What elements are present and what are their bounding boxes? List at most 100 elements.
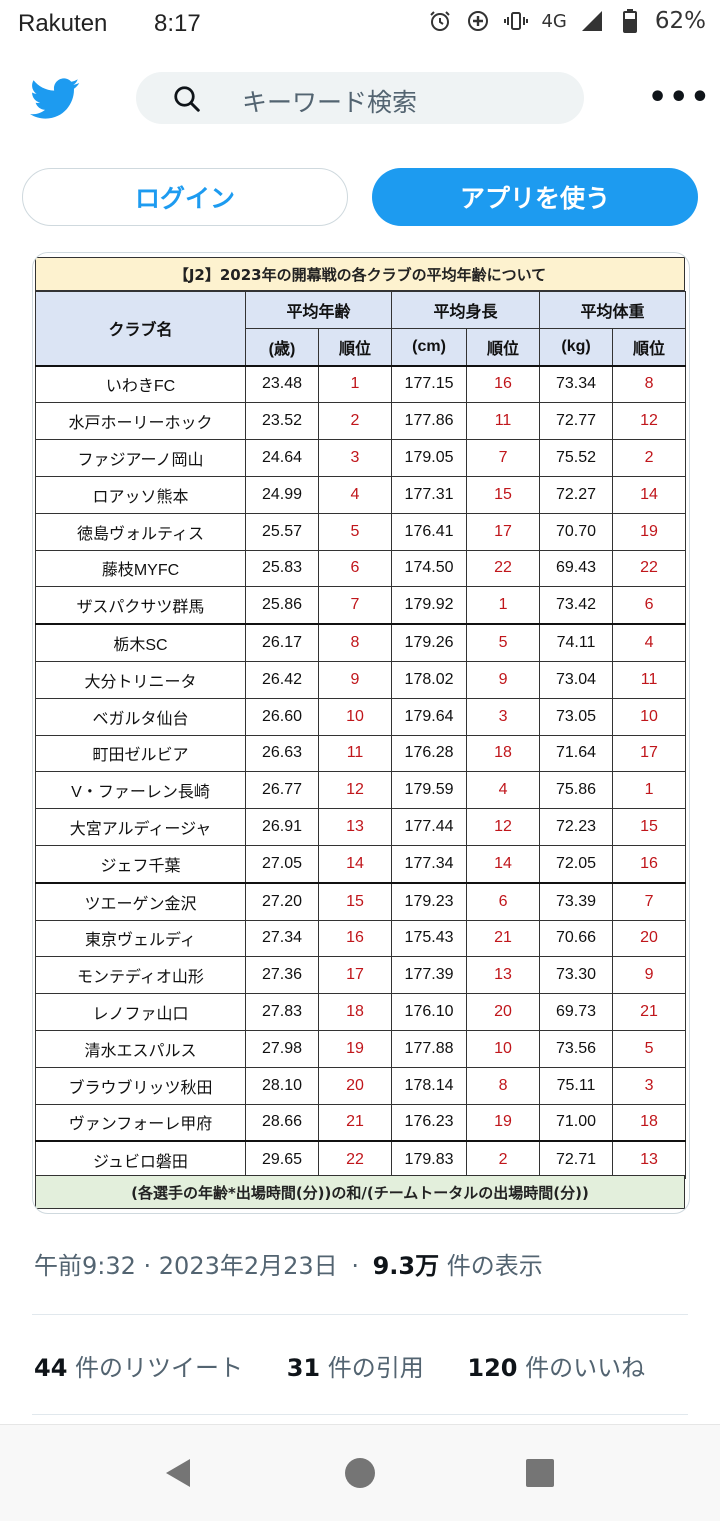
height-rank: 14 xyxy=(466,844,541,884)
avg-age: 24.64 xyxy=(245,439,319,477)
avg-age: 27.36 xyxy=(245,956,319,995)
avg-height: 175.43 xyxy=(391,919,468,958)
quotes-count: 31 xyxy=(286,1354,321,1382)
weight-rank: 4 xyxy=(612,623,687,662)
login-button[interactable]: ログイン xyxy=(22,168,348,226)
avg-weight: 75.86 xyxy=(539,771,614,810)
weight-rank: 22 xyxy=(612,549,687,588)
avg-age: 23.48 xyxy=(245,364,319,404)
age-rank: 22 xyxy=(317,1140,393,1180)
avg-weight: 73.05 xyxy=(539,697,614,736)
weight-rank: 5 xyxy=(612,1029,687,1068)
weight-rank: 2 xyxy=(612,439,687,477)
age-rank: 1 xyxy=(317,364,393,404)
club-name: ベガルタ仙台 xyxy=(35,697,246,736)
quotes-stat[interactable]: 31 件の引用 xyxy=(287,1354,424,1382)
avg-age: 24.99 xyxy=(245,475,319,514)
table-row: 栃木SC 26.17 8 179.26 5 74.11 4 xyxy=(35,623,687,662)
recents-icon[interactable] xyxy=(524,1457,556,1493)
weight-rank: 10 xyxy=(612,697,687,736)
weight-rank: 6 xyxy=(612,586,687,625)
col-header-age-unit: (歳) xyxy=(245,327,319,367)
search-icon xyxy=(172,84,202,114)
height-rank: 15 xyxy=(466,475,541,514)
age-rank: 8 xyxy=(317,623,393,662)
avg-weight: 72.77 xyxy=(539,402,614,441)
home-icon[interactable] xyxy=(344,1457,376,1493)
table-title: 【J2】2023年の開幕戦の各クラブの平均年齢について xyxy=(35,257,685,291)
table-row: 東京ヴェルディ 27.34 16 175.43 21 70.66 20 xyxy=(35,919,687,958)
avg-age: 26.77 xyxy=(245,771,319,810)
status-icons: 4G 62% xyxy=(427,8,706,34)
twitter-bird-icon[interactable] xyxy=(30,78,80,120)
table-row: ジェフ千葉 27.05 14 177.34 14 72.05 16 xyxy=(35,844,687,884)
col-header-weight-unit: (kg) xyxy=(539,327,614,367)
table-row: 清水エスパルス 27.98 19 177.88 10 73.56 5 xyxy=(35,1029,687,1068)
search-input[interactable]: キーワード検索 xyxy=(242,88,418,117)
likes-stat[interactable]: 120 件のいいね xyxy=(467,1354,645,1382)
retweets-stat[interactable]: 44 件のリツイート xyxy=(34,1354,243,1382)
battery-percent: 62% xyxy=(654,8,706,34)
views-count: 9.3万 xyxy=(372,1252,440,1280)
search-box[interactable]: キーワード検索 xyxy=(136,72,584,124)
avg-weight: 72.27 xyxy=(539,475,614,514)
club-name: ロアッソ熊本 xyxy=(35,475,246,514)
height-rank: 3 xyxy=(466,697,541,736)
age-rank: 3 xyxy=(317,439,393,477)
club-name: レノファ山口 xyxy=(35,993,246,1031)
views-label: 件の表示 xyxy=(446,1252,543,1280)
weight-rank: 9 xyxy=(612,956,687,995)
avg-weight: 74.11 xyxy=(539,623,614,662)
alarm-icon xyxy=(427,8,453,34)
table-row: 徳島ヴォルティス 25.57 5 176.41 17 70.70 19 xyxy=(35,512,687,551)
age-rank: 17 xyxy=(317,956,393,995)
tweet-timestamp[interactable]: 午前9:32 · 2023年2月23日 xyxy=(34,1252,338,1280)
weight-rank: 7 xyxy=(612,881,687,921)
table-row: 大宮アルディージャ 26.91 13 177.44 12 72.23 15 xyxy=(35,808,687,846)
club-stats-table: クラブ名 平均年齢 平均身長 平均体重 (歳) 順位 (cm) 順位 (kg) … xyxy=(35,290,687,1180)
likes-label: 件のいいね xyxy=(525,1354,646,1382)
table-row: ツエーゲン金沢 27.20 15 179.23 6 73.39 7 xyxy=(35,881,687,921)
avg-age: 27.20 xyxy=(245,881,319,921)
club-name: 清水エスパルス xyxy=(35,1029,246,1068)
col-header-weight: 平均体重 xyxy=(539,291,687,329)
more-icon[interactable]: ••• xyxy=(648,80,712,115)
table-row: ヴァンフォーレ甲府 28.66 21 176.23 19 71.00 18 xyxy=(35,1103,687,1142)
table-row: 水戸ホーリーホック 23.52 2 177.86 11 72.77 12 xyxy=(35,402,687,441)
network-type: 4G xyxy=(541,10,567,32)
avg-weight: 73.04 xyxy=(539,660,614,699)
avg-weight: 73.42 xyxy=(539,586,614,625)
weight-rank: 3 xyxy=(612,1066,687,1105)
height-rank: 20 xyxy=(466,993,541,1031)
avg-height: 179.92 xyxy=(391,586,468,625)
back-icon[interactable] xyxy=(162,1457,194,1493)
weight-rank: 20 xyxy=(612,919,687,958)
club-name: ヴァンフォーレ甲府 xyxy=(35,1103,246,1142)
age-rank: 20 xyxy=(317,1066,393,1105)
club-name: 東京ヴェルディ xyxy=(35,919,246,958)
use-app-button[interactable]: アプリを使う xyxy=(372,168,698,226)
age-rank: 7 xyxy=(317,586,393,625)
col-header-height-rank: 順位 xyxy=(466,327,541,367)
tweet-image[interactable]: 【J2】2023年の開幕戦の各クラブの平均年齢について クラブ名 平均年齢 平均… xyxy=(32,252,690,1214)
avg-height: 179.64 xyxy=(391,697,468,736)
weight-rank: 17 xyxy=(612,734,687,773)
avg-weight: 69.73 xyxy=(539,993,614,1031)
height-rank: 5 xyxy=(466,623,541,662)
avg-weight: 73.56 xyxy=(539,1029,614,1068)
height-rank: 11 xyxy=(466,402,541,441)
age-rank: 16 xyxy=(317,919,393,958)
divider xyxy=(32,1414,688,1415)
avg-age: 27.83 xyxy=(245,993,319,1031)
carrier-label: Rakuten xyxy=(18,10,108,37)
club-name: ツエーゲン金沢 xyxy=(35,881,246,921)
avg-height: 177.88 xyxy=(391,1029,468,1068)
weight-rank: 8 xyxy=(612,364,687,404)
avg-weight: 75.52 xyxy=(539,439,614,477)
avg-height: 177.15 xyxy=(391,364,468,404)
weight-rank: 13 xyxy=(612,1140,687,1180)
age-rank: 11 xyxy=(317,734,393,773)
height-rank: 13 xyxy=(466,956,541,995)
avg-height: 177.86 xyxy=(391,402,468,441)
table-row: レノファ山口 27.83 18 176.10 20 69.73 21 xyxy=(35,993,687,1031)
